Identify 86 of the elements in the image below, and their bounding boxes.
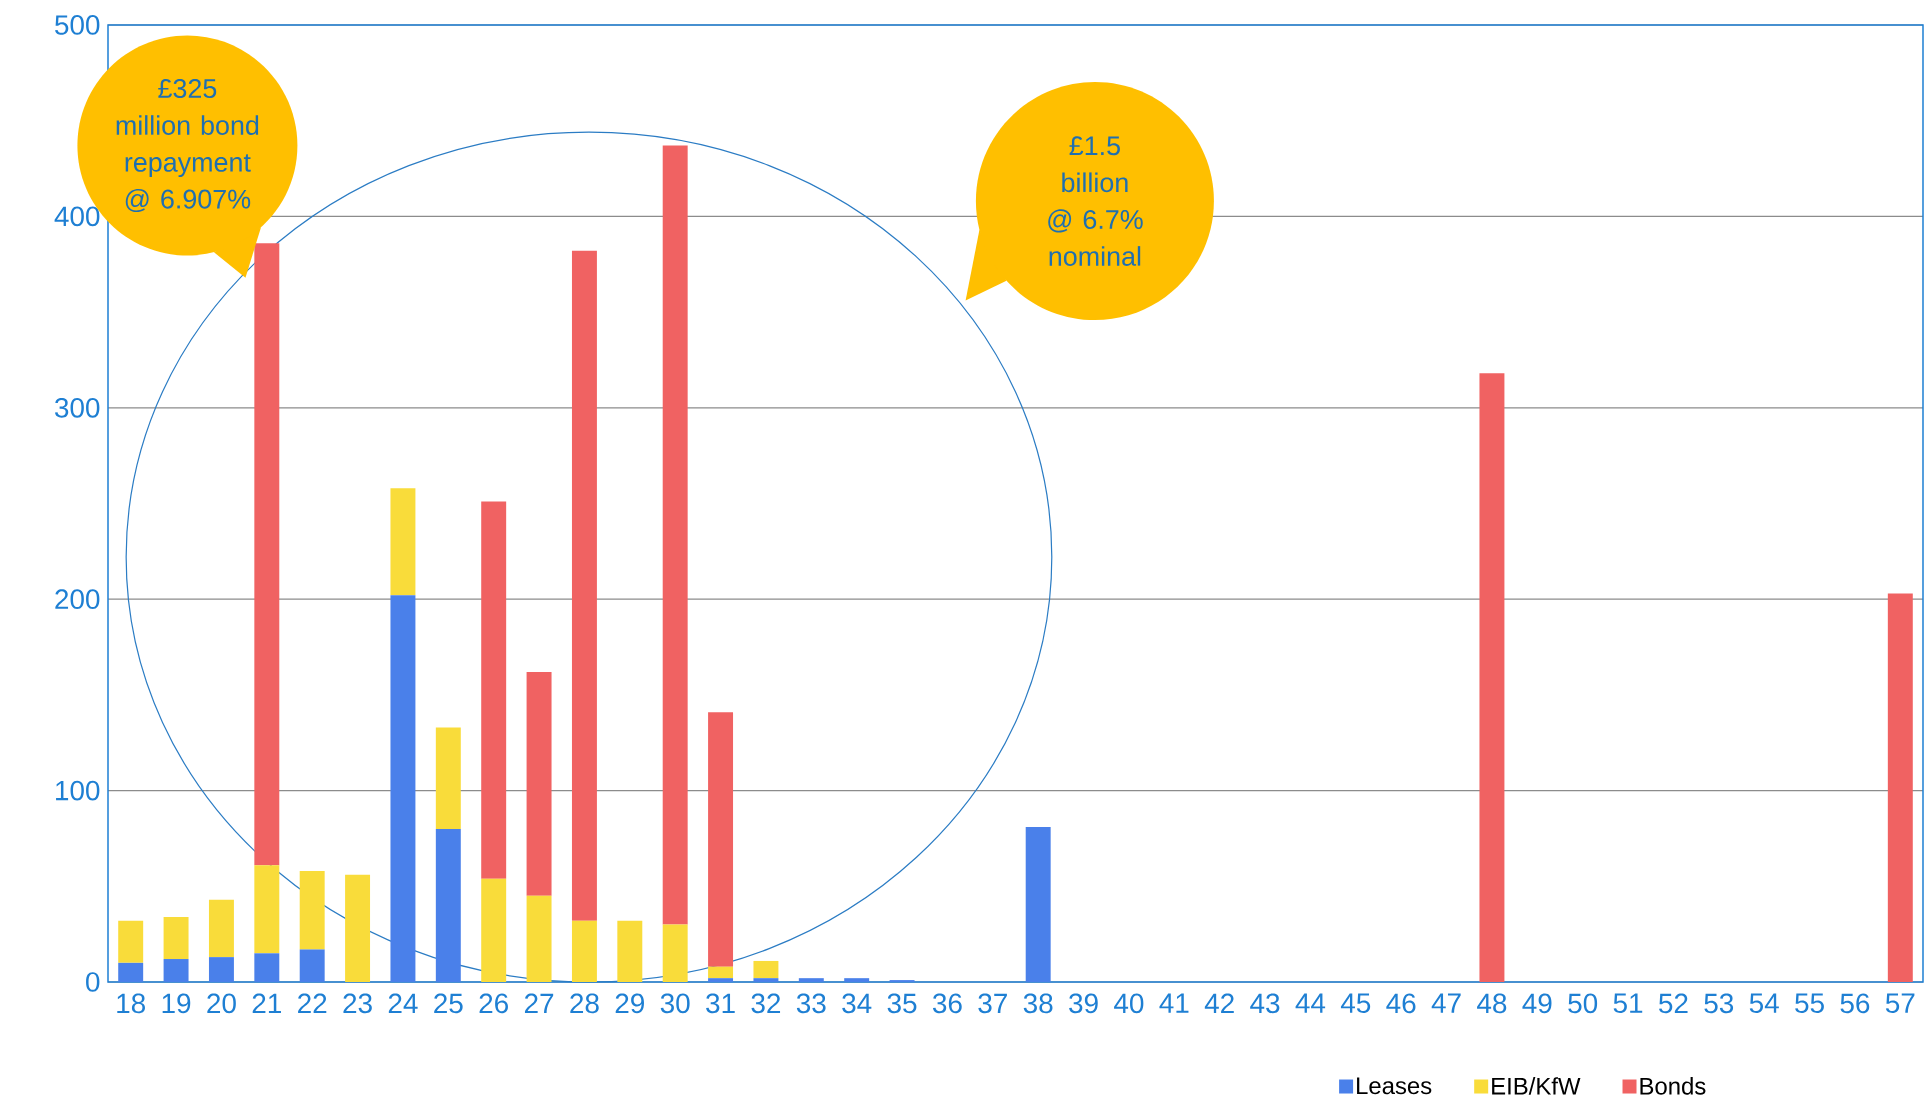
bar — [571, 250, 597, 921]
bar — [118, 962, 144, 982]
x-tick-label: 25 — [434, 993, 463, 1014]
x-tick-label: 43 — [1250, 993, 1280, 1014]
bar — [254, 865, 280, 954]
x-tick-label: 51 — [1613, 993, 1643, 1013]
bar — [163, 959, 189, 982]
x-tick-label: 18 — [117, 993, 145, 1014]
legend-label: EIB/KfW — [1492, 1077, 1581, 1095]
x-tick-label: 23 — [343, 993, 372, 1014]
x-tick-label: 40 — [1114, 993, 1144, 1014]
x-tick-label: 57 — [1885, 993, 1915, 1013]
x-tick-label: 27 — [524, 993, 554, 1013]
bar — [208, 957, 234, 982]
x-tick-label: 28 — [570, 993, 599, 1014]
bar — [118, 920, 144, 963]
y-tick-label: 100 — [56, 780, 100, 801]
bar — [254, 243, 280, 866]
x-tick-label: 35 — [887, 993, 917, 1014]
annotation: £325 million bond repayment @ 6.907% — [116, 79, 259, 213]
annotation: £1.5 billion @ 6.7% nominal — [1048, 136, 1143, 266]
bar — [708, 966, 734, 979]
bar — [753, 978, 779, 982]
x-tick-label: 54 — [1749, 993, 1779, 1013]
x-tick-label: 53 — [1704, 993, 1734, 1014]
bar — [299, 870, 325, 950]
bar — [662, 924, 688, 982]
bar — [345, 874, 371, 982]
x-tick-label: 48 — [1477, 993, 1507, 1014]
x-tick-label: 46 — [1386, 993, 1416, 1014]
x-tick-label: 47 — [1431, 993, 1461, 1013]
bar — [481, 878, 507, 982]
x-tick-label: 37 — [978, 993, 1007, 1014]
x-tick-label: 30 — [660, 993, 690, 1014]
x-tick-label: 22 — [298, 993, 327, 1013]
x-tick-label: 55 — [1795, 993, 1824, 1013]
bar — [208, 899, 234, 958]
bar — [844, 978, 870, 982]
bar — [708, 978, 734, 982]
x-tick-label: 52 — [1659, 993, 1688, 1014]
x-tick-label: 42 — [1204, 993, 1234, 1013]
y-tick-label: 200 — [55, 589, 100, 610]
x-tick-label: 50 — [1568, 993, 1598, 1014]
legend-label: Bonds — [1640, 1077, 1706, 1095]
y-tick-label: 0 — [86, 972, 100, 992]
x-tick-label: 33 — [796, 993, 826, 1014]
bar — [390, 488, 416, 596]
x-tick-label: 24 — [388, 993, 418, 1013]
bar — [571, 920, 597, 982]
bar — [299, 949, 325, 982]
x-tick-label: 56 — [1840, 993, 1870, 1014]
x-tick-label: 31 — [706, 993, 735, 1014]
x-tick-label: 34 — [842, 993, 872, 1014]
bar — [798, 978, 824, 982]
x-tick-label: 44 — [1295, 993, 1326, 1013]
x-tick-label: 26 — [479, 993, 508, 1014]
bar — [435, 828, 461, 982]
bar — [1887, 593, 1913, 982]
bar — [526, 895, 552, 982]
bar — [254, 953, 280, 982]
bar — [617, 920, 643, 982]
x-tick-label: 39 — [1069, 993, 1098, 1014]
x-tick-label: 38 — [1023, 993, 1053, 1014]
y-tick-label: 400 — [54, 206, 100, 227]
x-tick-label: 49 — [1522, 993, 1552, 1014]
y-tick-label: 300 — [55, 397, 100, 418]
bar — [1025, 826, 1051, 982]
x-tick-label: 29 — [615, 993, 644, 1014]
legend-label: Leases — [1357, 1077, 1432, 1095]
x-tick-label: 36 — [932, 993, 962, 1014]
y-tick-label: 500 — [55, 15, 100, 35]
bar — [163, 916, 189, 960]
bar — [708, 712, 734, 967]
bar — [526, 671, 552, 896]
bar — [662, 145, 688, 925]
bar — [390, 595, 416, 982]
x-tick-label: 20 — [207, 993, 236, 1014]
x-tick-label: 41 — [1159, 993, 1189, 1013]
bar — [435, 727, 461, 829]
x-tick-label: 21 — [252, 993, 281, 1013]
bar — [1479, 373, 1505, 982]
bar — [753, 960, 779, 979]
x-tick-label: 19 — [162, 993, 191, 1014]
x-tick-label: 45 — [1340, 993, 1371, 1013]
x-tick-label: 32 — [751, 993, 781, 1014]
bar — [481, 501, 507, 879]
